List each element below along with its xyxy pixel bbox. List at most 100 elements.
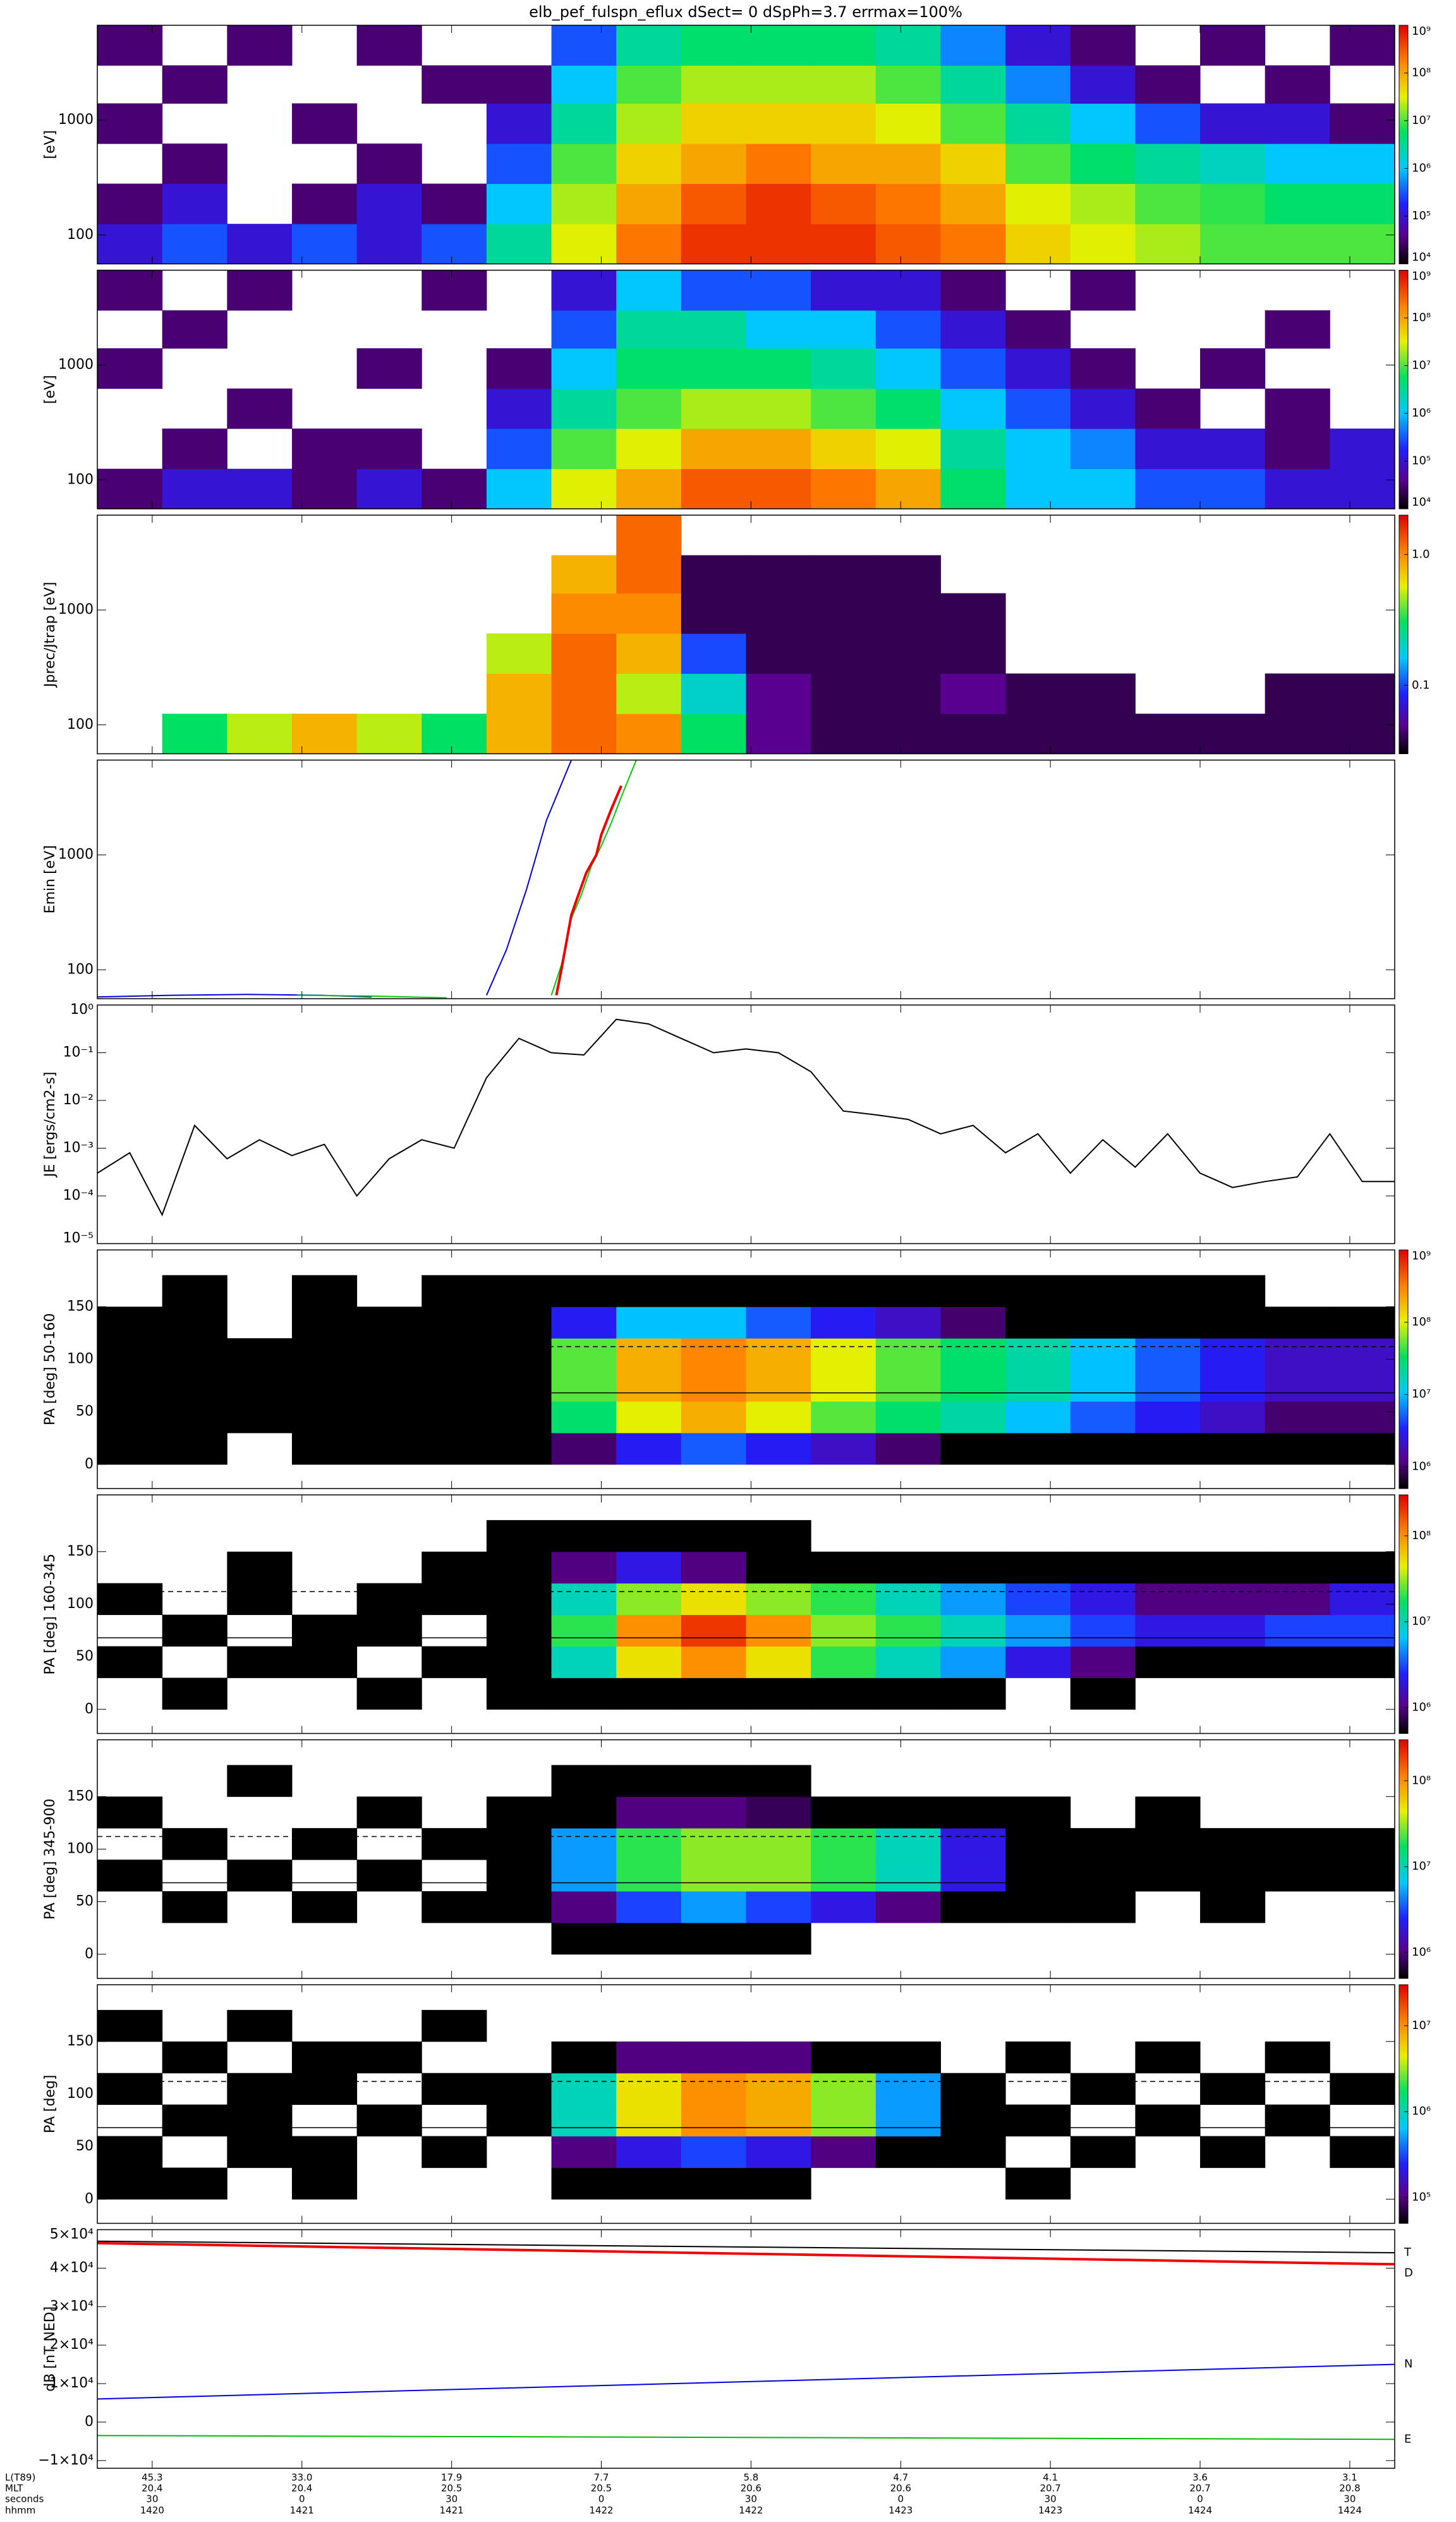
- heat-cell: [1265, 673, 1330, 714]
- y-tick-label: −1×10⁴: [38, 2452, 94, 2468]
- heat-cell: [162, 2041, 228, 2074]
- heat-cell: [1135, 103, 1201, 144]
- heat-cell: [940, 1401, 1006, 1434]
- heat-cell: [940, 1678, 1006, 1710]
- y-tick-label: 50: [76, 1648, 94, 1664]
- heat-cell: [875, 633, 941, 674]
- heat-cell: [746, 103, 811, 144]
- heat-cell: [422, 1338, 487, 1370]
- heat-cell: [940, 183, 1006, 224]
- heat-cell: [1135, 1307, 1201, 1339]
- heat-cell: [681, 388, 746, 429]
- y-tick-label: 0: [85, 1456, 94, 1472]
- heat-cell: [422, 1401, 487, 1434]
- heat-cell: [1070, 1860, 1136, 1892]
- heat-cell: [746, 65, 811, 104]
- colorbar-tick-label: 10⁴: [1412, 251, 1431, 264]
- heat-cell: [811, 633, 877, 674]
- heat-cell: [551, 1922, 617, 1955]
- heat-cell: [486, 348, 552, 389]
- heat-cell: [551, 1614, 617, 1647]
- heat-cell: [486, 633, 552, 674]
- heat-cell: [1265, 1307, 1330, 1339]
- x-tick-label: 20.5: [591, 2483, 612, 2494]
- heat-cell: [227, 2073, 293, 2105]
- heat-cell: [875, 1338, 941, 1370]
- heat-cell: [746, 714, 811, 754]
- heat-cell: [681, 143, 746, 185]
- y-axis-label: PA [deg] 345-900: [42, 1799, 58, 1920]
- colorbar-tick-label: 10⁴: [1412, 496, 1431, 509]
- heat-cell: [811, 1551, 877, 1584]
- y-axis-label: PA [deg] 50-160: [42, 1313, 58, 1425]
- heat-cell: [681, 1860, 746, 1892]
- heat-cell: [811, 1432, 877, 1465]
- y-tick-label: 100: [67, 1596, 94, 1612]
- heat-cell: [1005, 1646, 1071, 1678]
- heat-cell: [1135, 1401, 1201, 1434]
- heat-cell: [681, 1891, 746, 1923]
- heat-cell: [551, 468, 617, 509]
- y-tick-label: 100: [67, 961, 94, 977]
- colorbar: [1398, 1250, 1409, 1489]
- heat-cell: [1135, 183, 1201, 224]
- heat-cell: [97, 1583, 163, 1616]
- heat-cell: [227, 2104, 293, 2136]
- heat-cell: [940, 2104, 1006, 2136]
- heat-cell: [811, 2041, 877, 2074]
- heat-cell: [746, 224, 811, 264]
- heat-cell: [1070, 714, 1136, 754]
- x-tick-label: 1424: [1338, 2505, 1362, 2516]
- heat-cell: [1005, 143, 1071, 185]
- heat-cell: [291, 1275, 358, 1307]
- heat-cell: [551, 673, 617, 714]
- heat-cell: [422, 270, 487, 311]
- heat-cell: [227, 1401, 293, 1434]
- heat-cell: [746, 1551, 811, 1584]
- heat-cell: [811, 1614, 877, 1647]
- heat-cell: [875, 1678, 941, 1710]
- heat-cell: [875, 2104, 941, 2136]
- heat-cell: [1005, 2104, 1071, 2136]
- heat-cell: [162, 2167, 228, 2200]
- colorbar-tick-label: 10⁶: [1412, 406, 1431, 420]
- heat-cell: [551, 1678, 617, 1710]
- y-tick-label: 150: [67, 1298, 94, 1314]
- heat-cell: [1135, 1796, 1201, 1829]
- heat-cell: [1200, 25, 1266, 66]
- heat-cell: [811, 429, 877, 470]
- heat-cell: [811, 468, 877, 509]
- heat-cell: [291, 1828, 358, 1860]
- heat-cell: [162, 1678, 228, 1710]
- heat-cell: [1200, 1275, 1266, 1307]
- heat-cell: [1070, 1275, 1136, 1307]
- heat-cell: [681, 270, 746, 311]
- heat-cell: [551, 1828, 617, 1860]
- heat-cell: [616, 633, 682, 674]
- heat-cell: [1005, 1432, 1071, 1465]
- colorbar-tick-label: 1.0: [1412, 547, 1430, 561]
- heat-cell: [616, 1583, 682, 1616]
- heat-cell: [746, 2104, 811, 2136]
- heat-cell: [1135, 1828, 1201, 1860]
- heat-cell: [227, 1338, 293, 1370]
- heat-cell: [1330, 224, 1395, 264]
- heat-cell: [875, 348, 941, 389]
- heat-cell: [1135, 468, 1201, 509]
- heat-cell: [162, 2104, 228, 2136]
- heat-cell: [356, 1860, 422, 1892]
- colorbar-tick-label: 10⁸: [1412, 1529, 1431, 1542]
- heat-cell: [1200, 1646, 1266, 1678]
- heat-cell: [1265, 1370, 1330, 1402]
- heat-cell: [291, 1307, 358, 1339]
- heat-cell: [940, 1828, 1006, 1860]
- heat-cell: [1265, 2104, 1330, 2136]
- heat-cell: [1070, 1307, 1136, 1339]
- heat-cell: [422, 183, 487, 224]
- x-tick-label: 1423: [889, 2505, 913, 2516]
- heat-cell: [940, 1551, 1006, 1584]
- heat-cell: [1265, 714, 1330, 754]
- heat-cell: [1265, 1401, 1330, 1434]
- heat-cell: [422, 1646, 487, 1678]
